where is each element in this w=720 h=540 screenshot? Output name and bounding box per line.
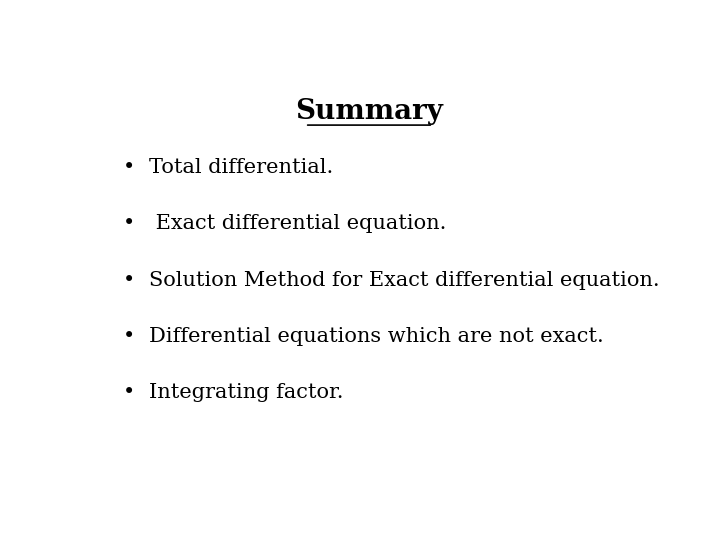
Text: •: • <box>123 383 135 402</box>
Text: Differential equations which are not exact.: Differential equations which are not exa… <box>148 327 603 346</box>
Text: Total differential.: Total differential. <box>148 158 333 177</box>
Text: Solution Method for Exact differential equation.: Solution Method for Exact differential e… <box>148 271 660 289</box>
Text: •: • <box>123 158 135 177</box>
Text: •: • <box>123 271 135 289</box>
Text: •: • <box>123 327 135 346</box>
Text: •: • <box>123 214 135 233</box>
Text: Integrating factor.: Integrating factor. <box>148 383 343 402</box>
Text: Exact differential equation.: Exact differential equation. <box>148 214 446 233</box>
Text: Summary: Summary <box>295 98 443 125</box>
